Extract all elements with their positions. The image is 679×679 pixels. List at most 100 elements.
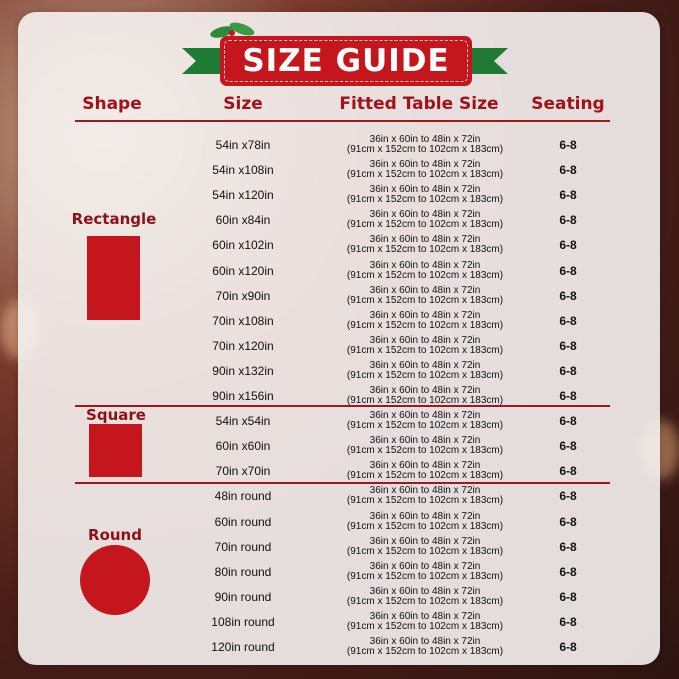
fitted-table-size-cell: 36in x 60in to 48in x 72in (91cm x 152cm … (346, 535, 504, 557)
fitted-table-size-cell: 36in x 60in to 48in x 72in (91cm x 152cm … (347, 461, 503, 481)
shape-label-round: Round (88, 526, 142, 544)
fitted-table-size-cell: 36in x 60in to 48in x 72in (91cm x 152cm … (347, 185, 503, 205)
fitted-table-size-cell: 36in x 60in to 48in x 72in (91cm x 152cm … (346, 560, 504, 582)
shape-label-rectangle: Rectangle (71, 210, 157, 228)
group-divider (75, 482, 610, 484)
size-cell: 54in x108in (212, 163, 274, 178)
seating-cell: 6-8 (559, 288, 577, 303)
fitted-table-size-cell: 36in x 60in to 48in x 72in (91cm x 152cm … (347, 510, 503, 532)
fitted-size-inches: 36in x 60in to 48in x 72in (369, 159, 481, 171)
round-shape-icon (80, 545, 150, 615)
fitted-size-cm: (91cm x 152cm to 102cm x 183cm) (346, 395, 504, 406)
seating-cell: 6-8 (559, 138, 577, 152)
size-cell: 90in x156in (212, 389, 274, 403)
fitted-size-cm: (91cm x 152cm to 102cm x 183cm) (346, 269, 504, 281)
size-cell: 70in x90in (215, 288, 271, 303)
fitted-size-inches: 36in x 60in to 48in x 72in (369, 359, 481, 371)
fitted-size-inches: 36in x 60in to 48in x 72in (369, 610, 481, 622)
seating-cell: 6-8 (559, 489, 577, 504)
fitted-size-inches: 36in x 60in to 48in x 72in (369, 334, 481, 346)
fitted-size-cm: (91cm x 152cm to 102cm x 183cm) (346, 344, 504, 356)
fitted-size-cm: (91cm x 152cm to 102cm x 183cm) (346, 620, 504, 632)
fitted-size-inches: 36in x 60in to 48in x 72in (369, 284, 481, 296)
size-cell: 90in round (214, 589, 272, 604)
seating-cell: 6-8 (559, 213, 577, 228)
fitted-size-cm: (91cm x 152cm to 102cm x 183cm) (346, 294, 504, 306)
size-cell: 60in x120in (212, 263, 274, 278)
group-divider (75, 405, 610, 407)
seating-cell: 6-8 (559, 564, 577, 579)
fitted-size-cm: (91cm x 152cm to 102cm x 183cm) (346, 470, 504, 482)
size-cell: 54in x78in (215, 138, 271, 152)
square-shape-icon (89, 424, 142, 477)
size-cell: 70in x70in (215, 464, 271, 479)
size-cell: 90in x132in (212, 363, 274, 378)
seating-cell: 6-8 (559, 640, 577, 654)
seating-cell: 6-8 (559, 389, 577, 403)
header-size: Size (223, 94, 263, 114)
fitted-size-inches: 36in x 60in to 48in x 72in (369, 184, 481, 196)
fitted-size-inches: 36in x 60in to 48in x 72in (369, 636, 481, 647)
seating-cell: 6-8 (559, 614, 577, 629)
seating-cell: 6-8 (559, 263, 577, 278)
fitted-size-inches: 36in x 60in to 48in x 72in (369, 309, 481, 321)
fitted-size-inches: 36in x 60in to 48in x 72in (369, 209, 481, 221)
size-cell: 120in round (211, 640, 275, 654)
fitted-size-inches: 36in x 60in to 48in x 72in (369, 535, 481, 547)
header-seating: Seating (531, 94, 605, 114)
rectangle-shape-icon (87, 236, 140, 320)
fitted-size-inches: 36in x 60in to 48in x 72in (369, 585, 481, 597)
fitted-table-size-cell: 36in x 60in to 48in x 72in (91cm x 152cm … (347, 411, 503, 431)
fitted-size-inches: 36in x 60in to 48in x 72in (369, 560, 481, 572)
fitted-size-cm: (91cm x 152cm to 102cm x 183cm) (346, 369, 504, 381)
fitted-size-cm: (91cm x 152cm to 102cm x 183cm) (346, 219, 504, 231)
size-cell: 80in round (214, 564, 272, 579)
fitted-table-size-cell: 36in x 60in to 48in x 72in (91cm x 152cm … (346, 585, 504, 607)
seating-cell: 6-8 (559, 363, 577, 378)
header-fitted-table-size: Fitted Table Size (339, 94, 499, 114)
fitted-size-inches: 36in x 60in to 48in x 72in (369, 485, 481, 497)
fitted-size-inches: 36in x 60in to 48in x 72in (369, 510, 481, 522)
size-cell: 70in x108in (212, 313, 274, 328)
fitted-size-inches: 36in x 60in to 48in x 72in (369, 410, 481, 422)
fitted-size-cm: (91cm x 152cm to 102cm x 183cm) (346, 445, 504, 457)
seating-cell: 6-8 (559, 313, 577, 328)
seating-cell: 6-8 (559, 464, 577, 479)
fitted-table-size-cell: 36in x 60in to 48in x 72in (91cm x 152cm … (346, 284, 504, 306)
fitted-table-size-cell: 36in x 60in to 48in x 72in (91cm x 152cm … (347, 436, 503, 456)
size-cell: 60in x60in (215, 439, 271, 454)
header-divider (75, 120, 610, 122)
size-cell: 54in x120in (212, 188, 274, 203)
fitted-size-cm: (91cm x 152cm to 102cm x 183cm) (346, 169, 504, 181)
fitted-size-cm: (91cm x 152cm to 102cm x 183cm) (346, 244, 504, 256)
fitted-size-inches: 36in x 60in to 48in x 72in (369, 134, 481, 145)
size-cell: 60in round (214, 514, 272, 529)
size-cell: 70in round (214, 539, 272, 554)
fitted-size-cm: (91cm x 152cm to 102cm x 183cm) (346, 570, 504, 582)
page-title: SIZE GUIDE (242, 43, 450, 79)
seating-cell: 6-8 (559, 514, 577, 529)
title-banner: SIZE GUIDE (182, 22, 508, 86)
seating-cell: 6-8 (559, 589, 577, 604)
size-cell: 48in round (214, 489, 272, 504)
seating-cell: 6-8 (559, 238, 577, 253)
header-shape: Shape (82, 94, 142, 114)
shape-label-square: Square (86, 406, 146, 424)
fitted-size-cm: (91cm x 152cm to 102cm x 183cm) (346, 495, 504, 507)
seating-cell: 6-8 (559, 163, 577, 178)
fitted-table-size-cell: 36in x 60in to 48in x 72in (91cm x 152cm … (346, 334, 504, 356)
fitted-size-cm: (91cm x 152cm to 102cm x 183cm) (346, 595, 504, 607)
fitted-size-inches: 36in x 60in to 48in x 72in (369, 234, 481, 246)
fitted-table-size-cell: 36in x 60in to 48in x 72in (91cm x 152cm … (346, 259, 504, 281)
seating-cell: 6-8 (559, 414, 577, 429)
seating-cell: 6-8 (559, 338, 577, 353)
fitted-table-size-cell: 36in x 60in to 48in x 72in (91cm x 152cm … (346, 359, 504, 381)
fitted-table-size-cell: 36in x 60in to 48in x 72in (91cm x 152cm … (346, 610, 504, 632)
fitted-size-cm: (91cm x 152cm to 102cm x 183cm) (346, 420, 504, 432)
fitted-size-inches: 36in x 60in to 48in x 72in (369, 259, 481, 271)
fitted-table-size-cell: 36in x 60in to 48in x 72in (91cm x 152cm … (347, 160, 503, 180)
fitted-size-cm: (91cm x 152cm to 102cm x 183cm) (346, 545, 504, 557)
fitted-size-cm: (91cm x 152cm to 102cm x 183cm) (346, 194, 504, 206)
size-cell: 108in round (211, 614, 275, 629)
fitted-size-cm: (91cm x 152cm to 102cm x 183cm) (346, 646, 504, 657)
